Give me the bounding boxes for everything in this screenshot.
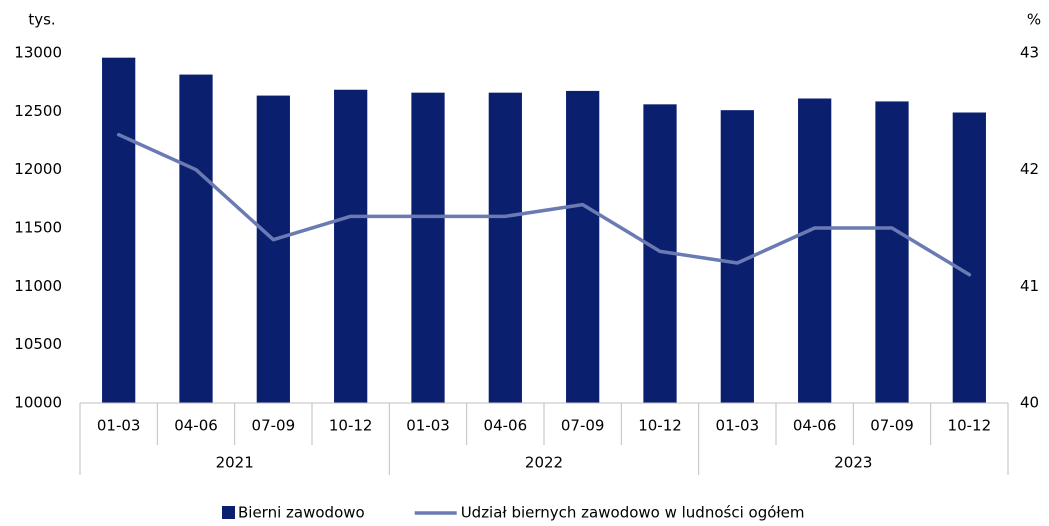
legend-swatch — [222, 506, 235, 519]
y-tick-label: 12500 — [14, 102, 62, 120]
x-group-label: 2021 — [216, 454, 254, 472]
y2-tick-label: 42 — [1020, 160, 1039, 178]
bar — [488, 92, 522, 404]
y-tick-label: 11000 — [14, 277, 62, 295]
x-group-label: 2023 — [834, 454, 872, 472]
bar — [875, 101, 909, 404]
bar — [566, 90, 600, 404]
y-tick-label: 10000 — [14, 394, 62, 412]
x-tick-label: 07-09 — [252, 417, 296, 435]
y-axis-label: tys. — [28, 11, 55, 29]
bar — [256, 95, 290, 403]
y-tick-label: 11500 — [14, 219, 62, 237]
y2-tick-label: 40 — [1020, 394, 1039, 412]
y2-tick-label: 43 — [1020, 44, 1039, 62]
bar — [952, 112, 986, 403]
y2-tick-label: 41 — [1020, 277, 1039, 295]
x-tick-label: 01-03 — [716, 417, 760, 435]
y-tick-label: 13000 — [14, 44, 62, 62]
line-series — [116, 132, 972, 277]
x-tick-label: 01-03 — [406, 417, 450, 435]
y2-axis-label: % — [1027, 11, 1041, 29]
bar — [102, 57, 136, 404]
y-tick-label: 12000 — [14, 160, 62, 178]
bar — [334, 89, 368, 403]
x-tick-label: 07-09 — [561, 417, 605, 435]
x-tick-label: 04-06 — [793, 417, 837, 435]
bar — [798, 98, 832, 403]
bar — [411, 92, 445, 404]
legend-label: Bierni zawodowo — [238, 504, 365, 522]
y-tick-label: 10500 — [14, 335, 62, 353]
x-tick-label: 10-12 — [329, 417, 373, 435]
x-tick-label: 04-06 — [484, 417, 528, 435]
bar — [179, 74, 213, 403]
legend-label: Udział biernych zawodowo w ludności ogół… — [461, 504, 805, 522]
x-tick-label: 01-03 — [97, 417, 141, 435]
x-tick-label: 10-12 — [638, 417, 682, 435]
x-group-label: 2022 — [525, 454, 563, 472]
x-tick-label: 04-06 — [174, 417, 218, 435]
x-tick-label: 10-12 — [948, 417, 992, 435]
x-tick-label: 07-09 — [870, 417, 914, 435]
